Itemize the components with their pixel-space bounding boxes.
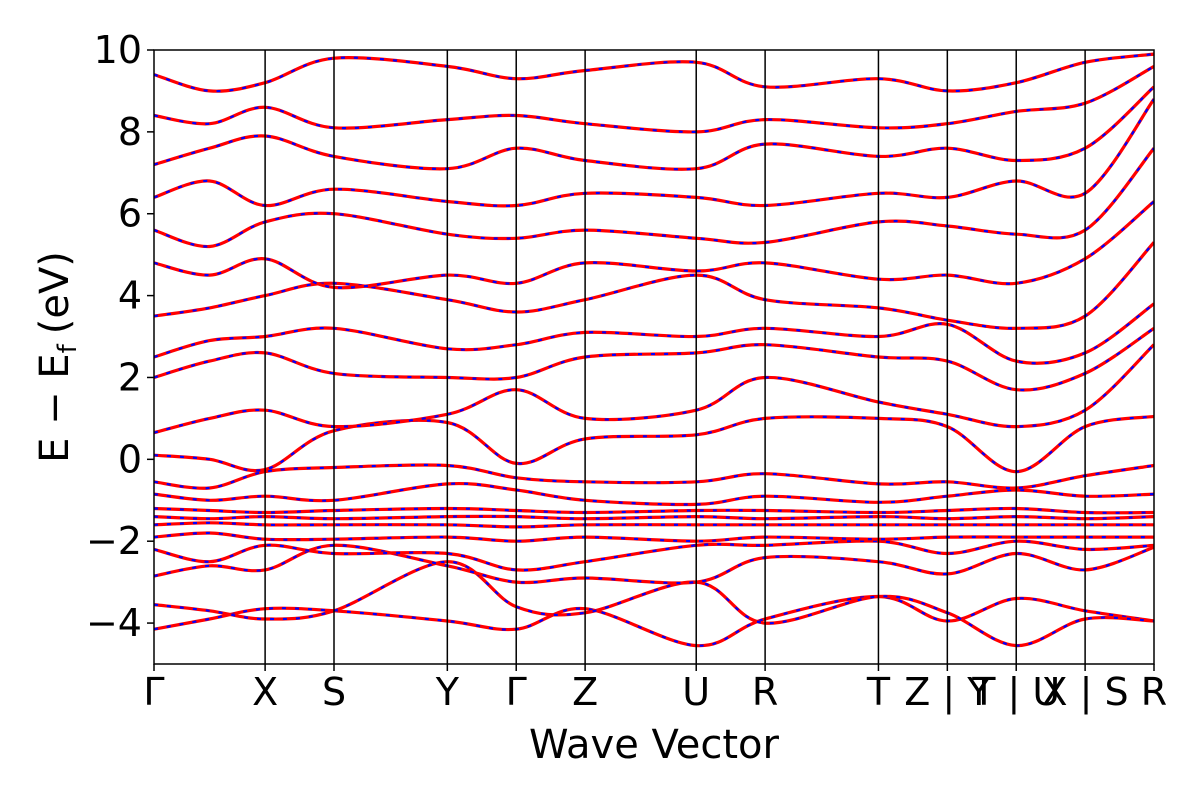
x-tick-label-7: R <box>752 670 778 714</box>
y-tick-label-1: −2 <box>86 519 142 563</box>
band-11-dash <box>154 343 1154 434</box>
band-19-dash <box>154 65 1154 134</box>
band-6-dash <box>154 515 1154 520</box>
y-tick-label-3: 2 <box>118 355 142 399</box>
band-13-line <box>154 302 1154 365</box>
band-12-dash <box>154 327 1154 392</box>
x-tick-label-2: S <box>322 670 346 714</box>
band-10-dash <box>154 415 1154 473</box>
band-6-line <box>154 514 1154 521</box>
band-8-line <box>154 481 1154 507</box>
x-tick-label-12: R <box>1141 670 1167 714</box>
y-axis-title-unit: (eV) <box>32 251 78 334</box>
band-2-dash <box>154 544 1154 585</box>
x-tick-label-0: Γ <box>143 670 164 714</box>
x-tick-label-10: T | U <box>971 670 1060 715</box>
band-15-dash <box>154 200 1154 289</box>
y-tick-label-4: 4 <box>118 274 142 318</box>
band-5-line <box>154 521 1154 529</box>
x-tick-label-6: U <box>682 670 710 714</box>
band-18-dash <box>154 85 1154 171</box>
plot-frame <box>153 49 1155 665</box>
y-tick-label-0: −4 <box>86 601 142 645</box>
band-7-dash <box>154 507 1154 514</box>
x-tick-label-1: X <box>252 670 278 714</box>
y-axis-title-main: E − E <box>32 353 78 463</box>
band-14-dash <box>154 241 1154 330</box>
y-tick-label-2: 0 <box>118 437 142 481</box>
band-0-dash <box>154 595 1154 647</box>
high-symmetry-dividers <box>264 50 1086 664</box>
x-tick-label-9: Z | Y <box>904 670 991 715</box>
x-tick-label-11: X | S <box>1042 670 1129 715</box>
x-tick-label-3: Y <box>435 670 460 714</box>
y-axis-title-subscript: f <box>53 343 83 353</box>
x-tick-label-5: Z <box>572 670 598 714</box>
y-tick-label-5: 6 <box>118 192 142 236</box>
x-axis-title: Wave Vector <box>529 722 780 768</box>
band-4-line <box>154 531 1154 543</box>
band-17-dash <box>154 98 1154 207</box>
x-tick-label-4: Γ <box>506 670 527 714</box>
band-1-line <box>154 560 1154 648</box>
band-9-line <box>154 463 1154 490</box>
y-tick-label-6: 8 <box>118 110 142 154</box>
band-lines <box>154 52 1154 648</box>
y-axis-title: E − Ef (eV) <box>32 251 83 463</box>
band-20-line <box>154 52 1154 93</box>
x-tick-label-8: T <box>866 670 891 714</box>
y-tick-label-7: 10 <box>94 28 142 72</box>
band-3-line <box>154 539 1154 572</box>
y-axis-ticks: −4 −2 0 2 4 6 8 10 <box>86 28 154 645</box>
band-5-dash <box>154 521 1154 529</box>
